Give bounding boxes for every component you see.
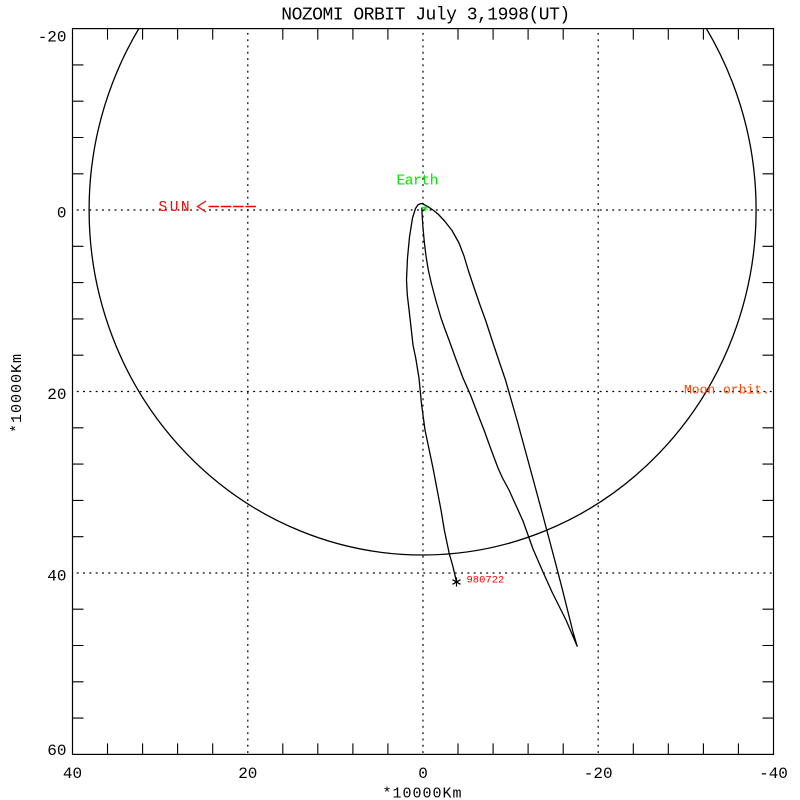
svg-text:40: 40 [47,568,66,586]
svg-text:*10000Km: *10000Km [382,786,462,800]
svg-text:Earth: Earth [397,174,439,190]
svg-text:20: 20 [238,765,257,783]
svg-text:-20: -20 [38,29,67,47]
svg-text:980722: 980722 [467,575,505,587]
svg-text:-40: -40 [759,765,788,783]
svg-text:0: 0 [418,765,428,783]
svg-text:0: 0 [57,205,67,223]
svg-text:Moon orbit.: Moon orbit. [684,383,770,398]
svg-text:40: 40 [63,765,82,783]
svg-text:-20: -20 [584,765,613,783]
svg-text:20: 20 [47,386,66,404]
svg-text:NOZOMI ORBIT July 3,1998(UT): NOZOMI ORBIT July 3,1998(UT) [281,6,569,26]
svg-text:*10000Km: *10000Km [9,353,26,433]
svg-text:60: 60 [47,742,66,760]
svg-text:SUN: SUN [159,200,193,216]
